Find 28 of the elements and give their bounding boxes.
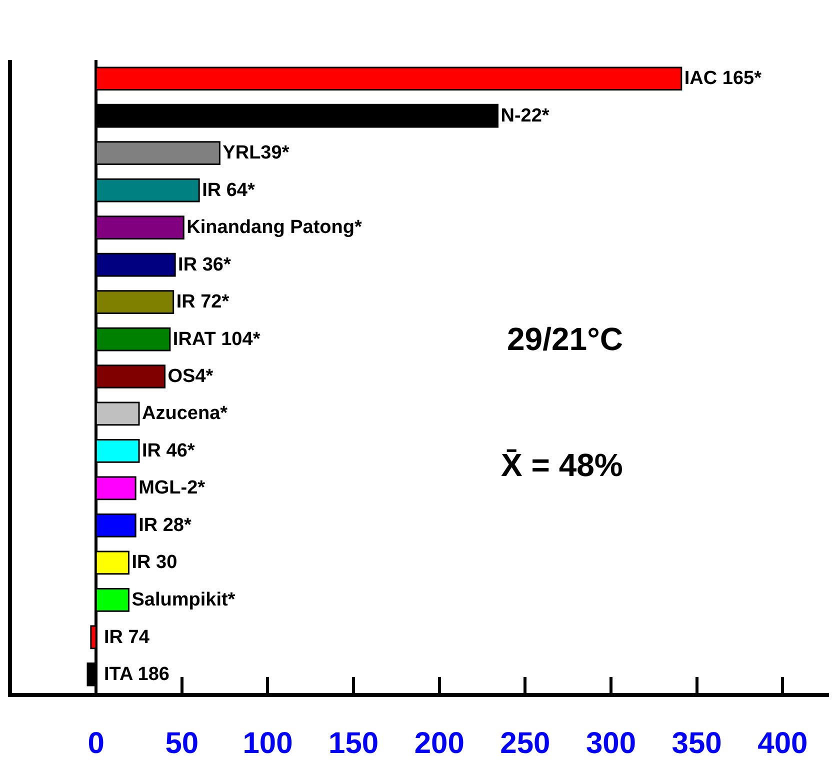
- y-tick-label: MGL-2*: [138, 478, 206, 499]
- x-tick-label: 50: [165, 727, 199, 760]
- x-tick-label: 400: [758, 727, 808, 760]
- y-tick-label: N-22*: [500, 105, 550, 126]
- y-tick-label: IR 36*: [178, 254, 232, 276]
- x-tick-label: 100: [242, 727, 293, 760]
- y-tick-label: Salumpikit*: [132, 589, 236, 610]
- y-tick-label: Kinandang Patong*: [186, 217, 362, 238]
- y-tick-label: IRAT 104*: [172, 328, 261, 350]
- x-tick-label: 0: [88, 727, 104, 760]
- annotation: 29/21°C: [507, 321, 623, 357]
- x-tick-label: 350: [672, 727, 722, 760]
- x-tick-label: 300: [586, 727, 636, 760]
- y-tick-label: IR 74: [104, 627, 150, 648]
- y-tick-label: ITA 186: [104, 664, 170, 685]
- y-tick-label: IAC 165*: [684, 68, 762, 90]
- annotation: X̄ = 48%: [501, 447, 623, 483]
- y-tick-label: IR 46*: [142, 440, 196, 462]
- x-tick-label: 200: [414, 727, 464, 760]
- y-tick-label: IR 30: [132, 552, 178, 574]
- y-tick-label: IR 64*: [202, 180, 256, 201]
- y-tick-label: OS4*: [168, 366, 214, 387]
- x-tick-label: 250: [500, 727, 550, 760]
- y-tick-label: IR 28*: [138, 514, 192, 536]
- y-tick-label: IR 72*: [176, 292, 230, 313]
- x-tick-label: 150: [328, 727, 379, 760]
- y-tick-label: Azucena*: [142, 403, 228, 424]
- y-tick-label: YRL39*: [222, 142, 290, 164]
